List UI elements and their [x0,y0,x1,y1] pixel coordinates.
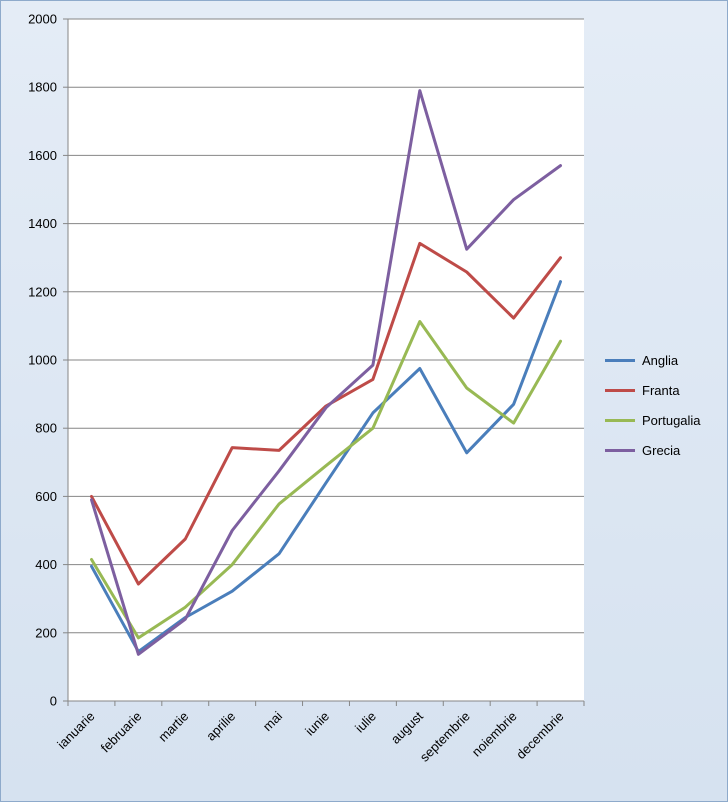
y-tick-label: 800 [35,421,57,436]
y-tick-label: 0 [50,694,57,709]
legend-swatch [605,418,635,422]
y-tick-label: 400 [35,557,57,572]
x-tick-label: noiembrie [469,709,520,760]
y-tick-label: 1800 [28,80,57,95]
x-tick-label: decembrie [513,709,567,763]
series-line-portugalia [90,320,562,640]
x-tick-label: martie [155,709,191,745]
legend-item-portugalia: Portugalia [605,405,720,435]
y-tick-label: 1000 [28,353,57,368]
y-tick-label: 1400 [28,216,57,231]
x-tick-label: iunie [302,709,332,739]
y-tick-label: 2000 [28,12,57,27]
legend-item-franta: Franta [605,375,720,405]
legend-swatch [605,358,635,362]
legend-item-anglia: Anglia [605,345,720,375]
y-tick-label: 1600 [28,148,57,163]
x-tick-label: ianuarie [54,709,97,752]
x-tick-label: septembrie [417,709,473,765]
legend-swatch [605,388,635,392]
series-line-grecia [90,89,562,656]
series-lines [90,89,562,656]
y-tick-label: 1200 [28,284,57,299]
x-tick-label: mai [260,708,285,733]
series-line-anglia [90,280,562,654]
legend-label: Anglia [642,352,679,368]
axes [63,18,585,706]
y-tick-label: 200 [35,625,57,640]
x-tick-label: aprilie [203,709,238,744]
legend-label: Grecia [642,442,681,458]
x-tick-label: august [388,708,426,746]
x-tick-label: februarie [98,709,145,756]
gridlines [68,18,584,634]
x-tick-label: iulie [352,709,379,736]
legend-swatch [605,448,635,452]
legend-item-grecia: Grecia [605,435,720,465]
legend-label: Portugalia [642,412,701,428]
legend: Anglia Franta Portugalia Grecia [605,345,720,465]
legend-label: Franta [642,382,680,398]
y-tick-label: 600 [35,489,57,504]
